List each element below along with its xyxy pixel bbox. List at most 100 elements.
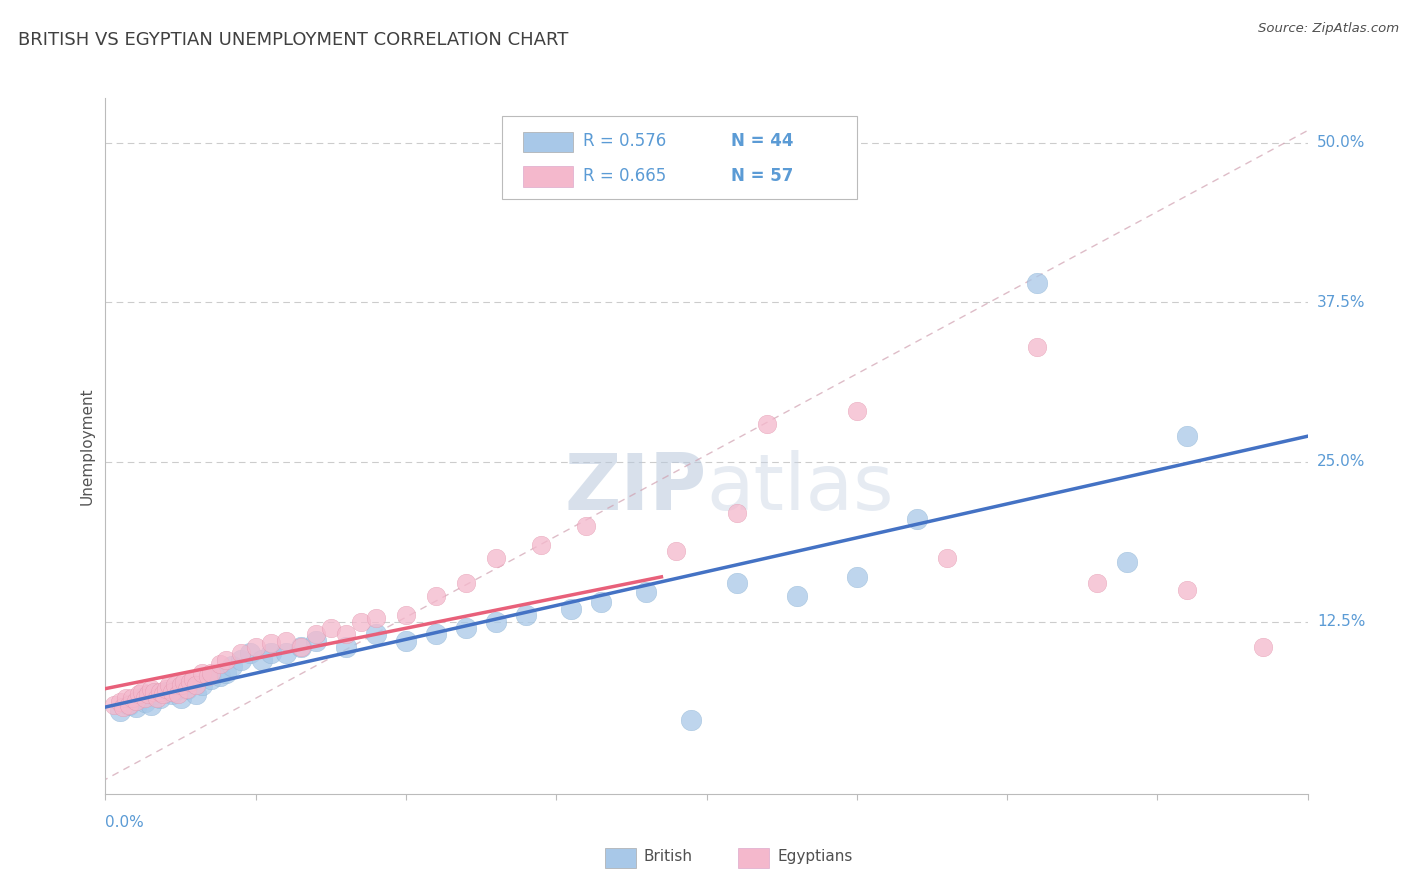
Point xyxy=(142,685,165,699)
Point xyxy=(176,682,198,697)
Point xyxy=(845,570,868,584)
Text: 25.0%: 25.0% xyxy=(1317,454,1365,469)
Point xyxy=(350,615,373,629)
Point xyxy=(121,691,143,706)
Point xyxy=(530,538,553,552)
Point xyxy=(395,608,418,623)
Point xyxy=(1026,277,1049,291)
Point xyxy=(118,698,141,712)
Point xyxy=(1251,640,1274,654)
Point xyxy=(166,687,188,701)
Point xyxy=(636,585,658,599)
Point xyxy=(169,691,191,706)
Point xyxy=(725,576,748,591)
Point xyxy=(200,672,222,686)
FancyBboxPatch shape xyxy=(502,116,856,199)
Point xyxy=(166,682,188,697)
Point xyxy=(681,713,703,727)
Y-axis label: Unemployment: Unemployment xyxy=(80,387,96,505)
Point xyxy=(515,608,537,623)
Text: 12.5%: 12.5% xyxy=(1317,614,1365,629)
Point xyxy=(214,665,236,680)
Point xyxy=(110,704,132,718)
Point xyxy=(665,544,688,558)
Text: BRITISH VS EGYPTIAN UNEMPLOYMENT CORRELATION CHART: BRITISH VS EGYPTIAN UNEMPLOYMENT CORRELA… xyxy=(18,31,568,49)
Point xyxy=(364,610,387,624)
Point xyxy=(190,678,212,692)
Point xyxy=(139,698,162,712)
Point xyxy=(290,640,312,654)
Point xyxy=(560,601,582,615)
Text: 0.0%: 0.0% xyxy=(105,814,145,830)
Point xyxy=(364,627,387,641)
Point xyxy=(157,678,180,692)
Point xyxy=(260,636,283,650)
Point xyxy=(274,647,297,661)
Point xyxy=(319,621,342,635)
Point xyxy=(134,695,156,709)
Text: R = 0.576: R = 0.576 xyxy=(582,132,666,150)
Point xyxy=(184,678,207,692)
Point xyxy=(181,672,204,686)
Text: N = 57: N = 57 xyxy=(731,167,793,185)
Point xyxy=(148,685,170,699)
Point xyxy=(786,589,808,603)
Point xyxy=(131,685,153,699)
Point xyxy=(131,691,153,706)
Point xyxy=(239,647,262,661)
Point xyxy=(221,659,243,673)
Point xyxy=(148,691,170,706)
Point xyxy=(128,687,150,701)
Point xyxy=(145,691,167,706)
Point xyxy=(936,550,959,565)
Point xyxy=(214,653,236,667)
Point xyxy=(136,687,159,701)
Point xyxy=(425,627,447,641)
Point xyxy=(245,640,267,654)
Point xyxy=(485,615,508,629)
Text: ZIP: ZIP xyxy=(564,450,707,525)
Point xyxy=(1085,576,1108,591)
Point xyxy=(425,589,447,603)
Point xyxy=(575,518,598,533)
Point xyxy=(124,700,146,714)
Point xyxy=(169,678,191,692)
Point xyxy=(1175,582,1198,597)
Point xyxy=(115,691,138,706)
Point xyxy=(274,633,297,648)
Text: 37.5%: 37.5% xyxy=(1317,295,1365,310)
Point xyxy=(1116,555,1139,569)
Point xyxy=(103,698,125,712)
Point xyxy=(250,653,273,667)
Point xyxy=(160,685,183,699)
Point xyxy=(118,698,141,712)
Point xyxy=(260,647,283,661)
Point xyxy=(845,404,868,418)
Point xyxy=(305,627,328,641)
Point xyxy=(454,576,477,591)
Text: British: British xyxy=(644,849,693,863)
Text: R = 0.665: R = 0.665 xyxy=(582,167,666,185)
FancyBboxPatch shape xyxy=(523,166,574,187)
Point xyxy=(591,595,613,609)
Point xyxy=(139,682,162,697)
Point xyxy=(112,700,135,714)
Point xyxy=(124,694,146,708)
Point xyxy=(155,685,177,699)
Point xyxy=(395,633,418,648)
Point xyxy=(725,506,748,520)
Point xyxy=(905,512,928,526)
Text: atlas: atlas xyxy=(707,450,894,525)
Point xyxy=(163,678,186,692)
Point xyxy=(305,633,328,648)
Point xyxy=(200,665,222,680)
Text: Source: ZipAtlas.com: Source: ZipAtlas.com xyxy=(1258,22,1399,36)
Point xyxy=(229,653,252,667)
Point xyxy=(208,657,231,671)
Point xyxy=(110,695,132,709)
Text: Egyptians: Egyptians xyxy=(778,849,853,863)
Point xyxy=(152,687,174,701)
Point xyxy=(1026,340,1049,354)
Point xyxy=(179,674,201,689)
Point xyxy=(229,647,252,661)
